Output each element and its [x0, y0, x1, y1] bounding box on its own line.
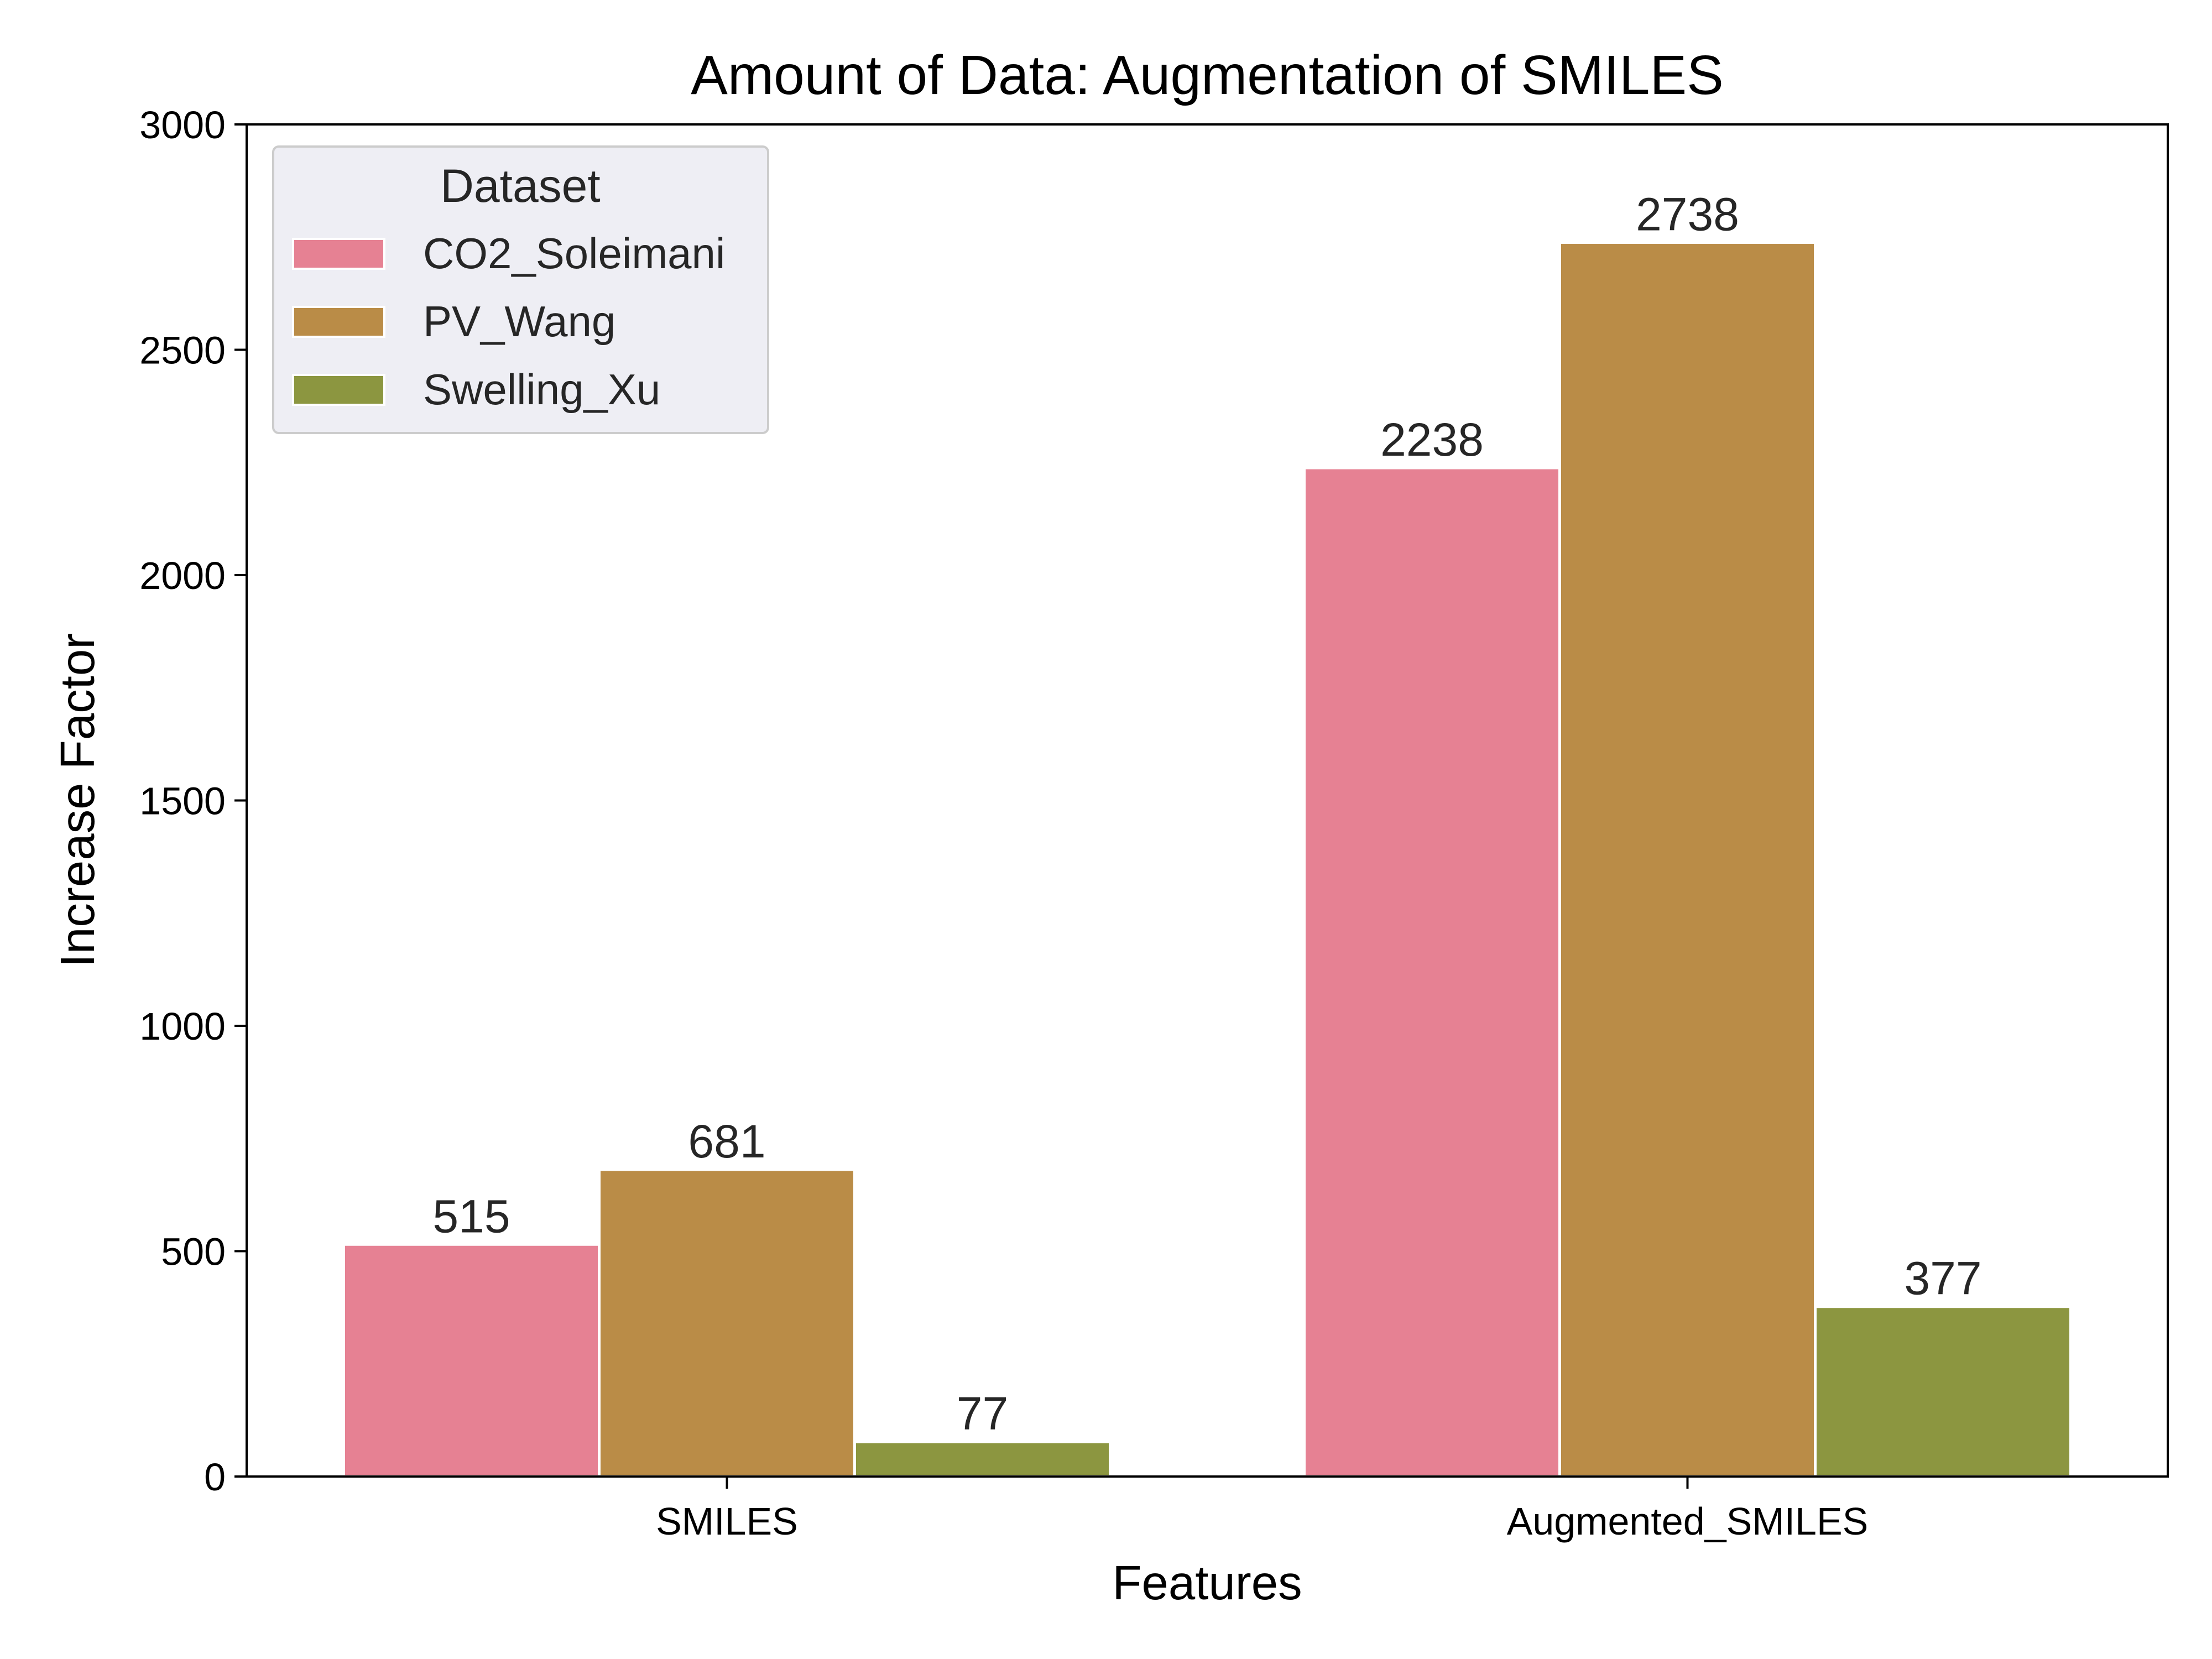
data-label: 377	[1904, 1253, 1981, 1305]
y-tick-label: 2000	[139, 554, 226, 597]
legend-box	[272, 145, 769, 434]
x-axis-ticks: SMILES Augmented_SMILES	[656, 1477, 1868, 1543]
legend-swatch	[292, 238, 385, 270]
y-tick-label: 2500	[139, 329, 226, 372]
legend: Dataset CO2_Soleimani PV_Wang Swelling_Xu	[272, 145, 769, 434]
data-label: 681	[688, 1115, 765, 1167]
bar-Swelling_Xu-SMILES	[853, 1440, 1112, 1478]
y-tick-label: 3000	[139, 103, 226, 147]
legend-entry-label: PV_Wang	[423, 297, 615, 346]
x-axis-label: Features	[1112, 1556, 1302, 1610]
data-label: 515	[432, 1190, 510, 1242]
bar-Swelling_Xu-Augmented_SMILES	[1814, 1305, 2072, 1478]
legend-swatch	[292, 374, 385, 406]
data-labels: 515 2238 681 2738 77 377	[432, 189, 1981, 1440]
bars-layer	[342, 241, 2072, 1478]
legend-title: Dataset	[440, 160, 601, 212]
y-axis-label: Increase Factor	[51, 633, 105, 967]
x-tick-label: SMILES	[656, 1500, 798, 1543]
legend-entry-label: Swelling_Xu	[423, 365, 660, 414]
bar-PV_Wang-SMILES	[598, 1168, 856, 1478]
bar-CO2_Soleimani-Augmented_SMILES	[1303, 466, 1561, 1478]
y-axis-ticks: 0 500 1000 1500 2000 2500 3000	[139, 103, 247, 1499]
y-tick-label: 1500	[139, 780, 226, 823]
data-label: 77	[957, 1387, 1008, 1439]
legend-entries: CO2_Soleimani PV_Wang Swelling_Xu	[292, 229, 725, 414]
y-tick-label: 0	[204, 1455, 226, 1499]
data-label: 2238	[1380, 414, 1484, 466]
legend-swatch	[292, 306, 385, 338]
legend-entry-label: CO2_Soleimani	[423, 229, 725, 278]
chart-title: Amount of Data: Augmentation of SMILES	[691, 44, 1724, 106]
y-tick-label: 1000	[139, 1005, 226, 1048]
x-tick-label: Augmented_SMILES	[1507, 1500, 1869, 1543]
bar-CO2_Soleimani-SMILES	[342, 1243, 601, 1478]
data-label: 2738	[1636, 189, 1739, 241]
y-tick-label: 500	[161, 1230, 226, 1274]
bar-PV_Wang-Augmented_SMILES	[1558, 241, 1817, 1478]
